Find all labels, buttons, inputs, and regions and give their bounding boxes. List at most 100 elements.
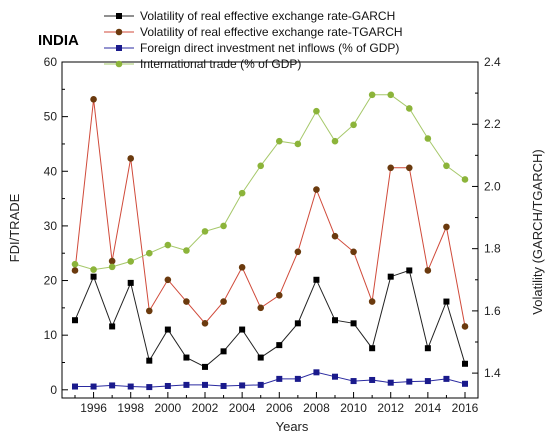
data-point-series-3 [368,91,376,99]
data-point-series-1 [443,223,450,231]
legend-label: Volatility of real effective exchange ra… [140,25,403,39]
data-point-series-0 [239,326,246,333]
x-tick-label: 1998 [117,401,144,415]
y-right-tick-label: 1.8 [484,242,501,256]
data-point-series-2 [183,381,190,388]
data-point-series-2 [443,375,450,382]
data-point-series-2 [424,378,431,385]
data-point-series-3 [164,241,172,249]
legend-label: Foreign direct investment net inflows (%… [140,41,399,55]
data-point-series-3 [220,222,227,230]
data-point-series-3 [275,137,283,145]
data-point-series-3 [201,228,209,235]
legend-item-3: International trade (% of GDP) [104,57,301,71]
data-point-series-0 [202,363,208,370]
legend-label: Volatility of real effective exchange ra… [140,9,395,23]
data-point-series-1 [461,323,469,330]
data-point-series-2 [406,378,413,385]
data-point-series-1 [220,298,227,305]
series-line-0 [74,269,466,368]
data-point-series-0 [332,317,338,324]
data-point-series-2 [462,380,468,387]
data-point-series-3 [183,247,190,254]
plot-frame [61,61,479,399]
data-point-series-2 [202,381,208,388]
data-point-series-1 [331,232,339,240]
data-point-series-2 [257,381,264,388]
data-point-series-2 [164,382,171,389]
data-point-series-3 [405,105,413,112]
series-markers [71,91,469,391]
x-tick-label: 2014 [415,401,442,415]
data-point-series-2 [294,375,301,382]
data-point-series-0 [387,273,394,280]
data-point-series-1 [275,292,283,299]
data-point-series-3 [127,258,135,265]
data-point-series-0 [127,279,134,286]
data-point-series-2 [72,383,78,390]
data-point-series-1 [313,186,320,193]
data-point-series-0 [164,326,171,333]
y-left-tick-label: 10 [44,328,58,342]
y-left-tick-label: 20 [44,274,58,288]
data-point-series-3 [387,91,395,99]
data-point-series-1 [164,276,172,284]
legend: Volatility of real effective exchange ra… [104,9,403,71]
data-point-series-3 [424,135,432,142]
data-point-series-1 [368,298,376,305]
data-point-series-3 [257,162,265,170]
legend-item-1: Volatility of real effective exchange ra… [104,25,403,39]
data-point-series-0 [220,348,227,355]
axes-ticks: 1996 1998 2000 2002 2004 2006 2008 2010 2012 2014… [44,55,501,415]
data-point-series-2 [369,376,376,383]
data-point-series-1 [350,248,357,256]
y-left-tick-label: 60 [44,55,58,69]
legend-marker [116,45,122,51]
legend-marker [116,13,122,19]
data-point-series-0 [276,342,283,349]
y-right-tick-label: 2.4 [484,55,501,69]
data-point-series-3 [443,162,450,170]
x-tick-label: 2006 [266,401,293,415]
data-point-series-2 [332,373,338,380]
data-point-series-3 [313,107,320,115]
y-right-tick-label: 1.6 [484,304,501,318]
data-point-series-0 [183,354,190,361]
data-point-series-2 [276,375,283,382]
data-point-series-0 [90,273,97,280]
data-point-series-3 [294,140,302,148]
y-left-tick-label: 40 [44,164,58,178]
data-point-series-3 [350,121,357,129]
y-left-tick-label: 50 [44,110,58,124]
x-tick-label: 2000 [155,401,182,415]
data-point-series-1 [90,96,97,103]
data-point-series-0 [406,267,413,274]
data-point-series-1 [145,307,153,315]
chart-title: INDIA [38,32,79,49]
x-tick-label: 2010 [340,401,367,415]
x-tick-label: 2016 [452,401,479,415]
data-point-series-0 [369,345,376,352]
legend-item-0: Volatility of real effective exchange ra… [104,9,395,23]
data-point-series-1 [108,257,116,265]
data-point-series-2 [146,384,153,391]
data-point-series-1 [183,298,190,305]
data-point-series-0 [462,360,468,367]
data-point-series-1 [424,267,432,274]
series-lines [74,94,466,388]
data-point-series-2 [239,382,246,389]
data-point-series-1 [127,155,135,162]
data-point-series-2 [220,382,227,389]
y-right-axis-title: Volatility (GARCH/TGARCH) [530,149,545,314]
y-right-tick-label: 2.0 [484,179,501,193]
data-point-series-0 [350,320,357,327]
x-tick-label: 2002 [192,401,219,415]
legend-marker [115,60,123,68]
data-point-series-1 [257,304,265,312]
data-point-series-1 [238,264,246,271]
x-tick-label: 1996 [80,401,107,415]
x-tick-label: 2008 [303,401,330,415]
data-point-series-0 [72,317,78,324]
series-line-2 [75,371,466,388]
